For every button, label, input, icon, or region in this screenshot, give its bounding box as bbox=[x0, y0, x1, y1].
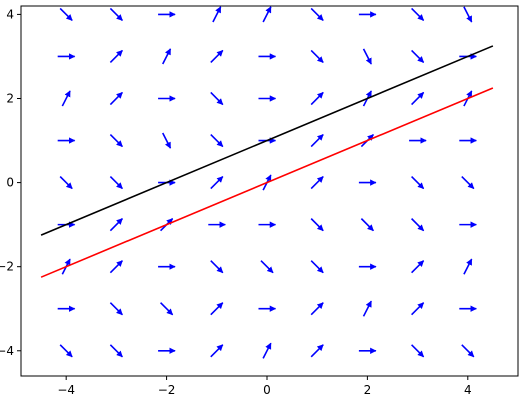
field-arrow bbox=[162, 48, 172, 65]
solution-lines bbox=[40, 45, 494, 278]
x-tick-label: −4 bbox=[57, 383, 75, 397]
field-arrow bbox=[411, 302, 425, 316]
field-arrow bbox=[109, 260, 123, 274]
field-arrow bbox=[109, 302, 123, 316]
vector-field bbox=[57, 6, 477, 359]
field-arrow bbox=[461, 176, 475, 190]
x-axis: −4 −2 0 2 4 bbox=[57, 376, 472, 397]
y-tick-label: 2 bbox=[6, 92, 14, 106]
field-arrow bbox=[109, 49, 123, 64]
field-arrow bbox=[310, 7, 324, 21]
field-arrow bbox=[210, 91, 224, 106]
plot-area bbox=[21, 6, 518, 376]
field-arrow bbox=[61, 90, 71, 107]
field-arrow bbox=[310, 218, 324, 232]
field-arrow bbox=[109, 344, 123, 358]
field-arrow bbox=[160, 302, 174, 316]
field-arrow bbox=[59, 176, 73, 190]
field-arrow bbox=[310, 176, 324, 190]
field-arrow bbox=[262, 342, 272, 359]
field-arrow bbox=[210, 302, 224, 316]
x-tick-label: 0 bbox=[263, 383, 271, 397]
field-arrow bbox=[310, 344, 324, 358]
field-arrow bbox=[362, 300, 372, 317]
field-arrow bbox=[162, 132, 172, 149]
field-arrow bbox=[212, 6, 222, 23]
field-arrow bbox=[463, 6, 473, 23]
series-line-0 bbox=[40, 45, 494, 236]
field-arrow bbox=[210, 133, 224, 148]
field-arrow bbox=[262, 6, 272, 23]
field-arrow bbox=[109, 133, 123, 148]
field-arrow bbox=[210, 49, 224, 64]
field-arrow bbox=[109, 176, 123, 190]
series-line-1 bbox=[40, 87, 494, 278]
field-arrow bbox=[59, 344, 73, 358]
field-arrow bbox=[362, 48, 372, 65]
x-tick-label: 4 bbox=[464, 383, 472, 397]
field-arrow bbox=[461, 344, 475, 358]
field-arrow bbox=[260, 260, 274, 274]
field-arrow bbox=[411, 91, 425, 106]
field-arrow bbox=[310, 133, 324, 148]
x-tick-label: −2 bbox=[158, 383, 176, 397]
field-arrow bbox=[310, 91, 324, 106]
field-arrow bbox=[463, 258, 473, 275]
field-arrow bbox=[411, 7, 425, 21]
field-arrow bbox=[210, 176, 224, 190]
field-arrow bbox=[59, 7, 73, 21]
field-arrow bbox=[411, 49, 425, 64]
field-arrow bbox=[360, 218, 374, 232]
x-tick-label: 2 bbox=[364, 383, 372, 397]
field-arrow bbox=[411, 260, 425, 274]
y-tick-label: 4 bbox=[6, 7, 14, 21]
field-arrow bbox=[109, 218, 123, 232]
y-tick-label: 0 bbox=[6, 176, 14, 190]
field-arrow bbox=[109, 7, 123, 21]
y-tick-label: −4 bbox=[0, 344, 14, 358]
field-arrow bbox=[411, 176, 425, 190]
y-tick-label: −2 bbox=[0, 260, 14, 274]
axes-frame bbox=[20, 5, 519, 377]
field-arrow bbox=[310, 260, 324, 274]
y-axis: −4 −2 0 2 4 bbox=[0, 7, 21, 358]
field-arrow bbox=[210, 344, 224, 358]
field-arrow bbox=[210, 260, 224, 274]
field-arrow bbox=[109, 91, 123, 106]
field-arrow bbox=[411, 218, 425, 232]
field-arrow bbox=[310, 302, 324, 316]
field-arrow bbox=[411, 344, 425, 358]
field-arrow bbox=[310, 49, 324, 64]
